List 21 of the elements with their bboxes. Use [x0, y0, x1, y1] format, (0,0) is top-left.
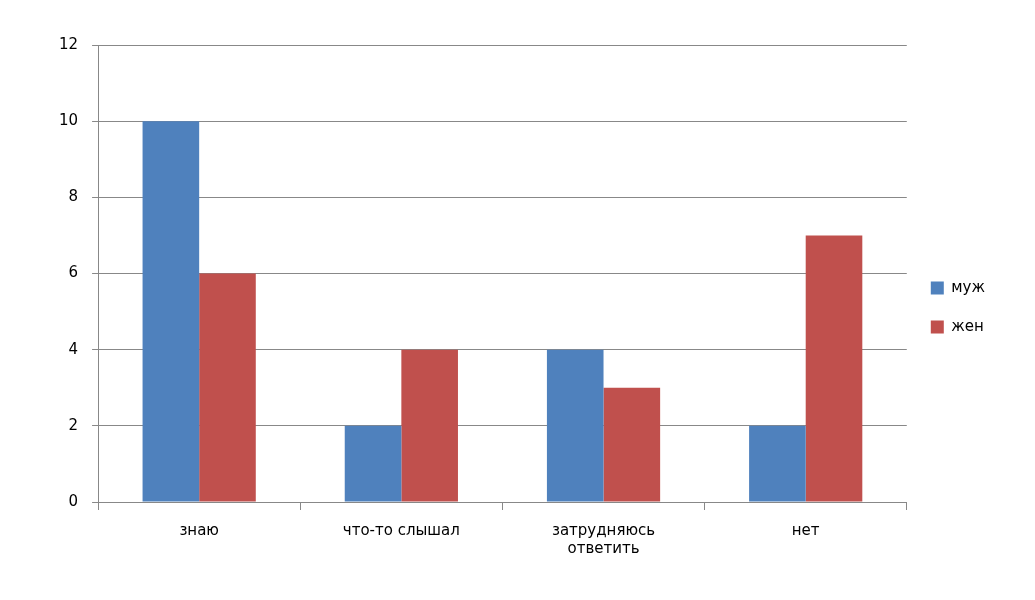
x-tick-label: знаю [179, 520, 219, 539]
legend-label: муж [951, 277, 986, 296]
y-tick-label: 0 [68, 491, 79, 510]
y-tick-label: 10 [58, 111, 79, 130]
x-tick-label: нет [791, 520, 820, 539]
legend-label: жен [951, 316, 984, 335]
y-tick-label: 8 [68, 187, 79, 206]
bar [603, 387, 661, 502]
bar [546, 349, 604, 502]
x-tick-label: затрудняюсь ответить [551, 520, 656, 557]
y-tick-label: 6 [68, 263, 79, 282]
bar [199, 273, 256, 502]
bar [749, 425, 806, 502]
bar [805, 235, 863, 502]
bar [401, 349, 458, 502]
y-tick-label: 2 [68, 415, 79, 434]
bar [344, 425, 402, 502]
x-tick-label: что-то слышал [342, 520, 460, 539]
bar [142, 121, 200, 502]
y-tick-label: 12 [58, 34, 79, 53]
y-tick-label: 4 [68, 339, 79, 358]
